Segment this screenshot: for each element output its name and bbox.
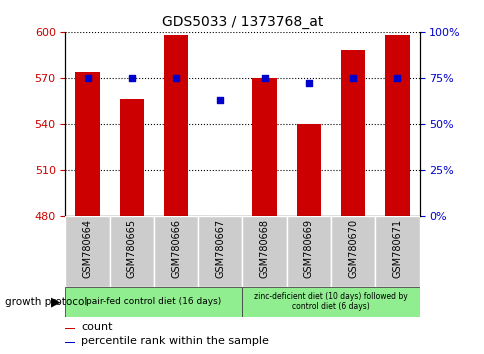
Text: percentile rank within the sample: percentile rank within the sample	[81, 336, 269, 346]
Text: GSM780669: GSM780669	[303, 219, 313, 278]
Bar	[164, 35, 188, 216]
Bar	[153, 216, 198, 287]
Point	[260, 75, 268, 81]
Bar	[242, 287, 419, 317]
Point	[393, 75, 400, 81]
Bar	[286, 216, 330, 287]
Text: ▶: ▶	[51, 295, 60, 308]
Point	[84, 75, 91, 81]
Bar	[296, 124, 320, 216]
Bar	[340, 50, 364, 216]
Bar	[242, 216, 286, 287]
Bar	[198, 216, 242, 287]
Text: GSM780671: GSM780671	[392, 219, 402, 278]
Text: GSM780670: GSM780670	[348, 219, 357, 278]
Point	[172, 75, 180, 81]
Point	[216, 97, 224, 103]
Point	[304, 81, 312, 86]
Text: GSM780668: GSM780668	[259, 219, 269, 278]
Bar	[252, 78, 276, 216]
Bar	[65, 216, 109, 287]
Text: growth protocol: growth protocol	[5, 297, 87, 307]
Text: GSM780667: GSM780667	[215, 219, 225, 278]
Bar	[65, 287, 242, 317]
Bar	[65, 342, 75, 343]
Text: zinc-deficient diet (10 days) followed by
control diet (6 days): zinc-deficient diet (10 days) followed b…	[254, 292, 407, 312]
Text: GSM780664: GSM780664	[82, 219, 92, 278]
Bar	[330, 216, 375, 287]
Point	[348, 75, 356, 81]
Text: count: count	[81, 322, 113, 332]
Bar	[109, 216, 153, 287]
Bar	[384, 35, 408, 216]
Text: pair-fed control diet (16 days): pair-fed control diet (16 days)	[86, 297, 221, 306]
Bar	[65, 329, 75, 330]
Title: GDS5033 / 1373768_at: GDS5033 / 1373768_at	[162, 16, 322, 29]
Bar	[375, 216, 419, 287]
Point	[128, 75, 136, 81]
Bar	[120, 99, 144, 216]
Text: GSM780665: GSM780665	[127, 219, 136, 278]
Text: GSM780666: GSM780666	[171, 219, 181, 278]
Bar	[76, 72, 100, 216]
